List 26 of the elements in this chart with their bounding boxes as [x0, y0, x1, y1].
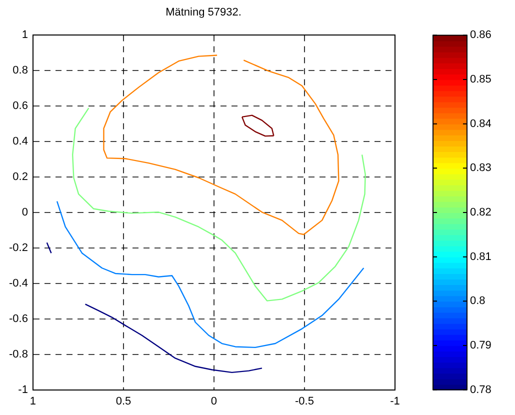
x-tick-label: 0.5	[116, 395, 132, 408]
color-bar-label: 0.85	[470, 74, 492, 86]
x-tick-label: 1	[30, 395, 36, 408]
y-tick-label: -0.6	[8, 312, 28, 325]
y-tick-label: 1	[22, 29, 28, 42]
y-tick-label: 0	[22, 206, 28, 219]
y-tick-label: -0.2	[8, 242, 28, 254]
color-bar-label: 0.83	[470, 162, 492, 174]
chart-title: Mätning 57932.	[166, 6, 242, 19]
x-tick-label: -1	[390, 395, 400, 408]
y-tick-label: 0.6	[12, 100, 28, 112]
color-bar-label: 0.82	[470, 206, 492, 219]
y-tick-label: -1	[18, 384, 28, 396]
x-tick-label: 0	[210, 395, 218, 408]
y-tick-label: 0.8	[12, 64, 28, 77]
color-bar-label: 0.78	[470, 384, 492, 396]
y-tick-label: 0.2	[12, 171, 28, 184]
color-bar-label: 0.81	[470, 250, 492, 263]
x-tick-label: -0.5	[295, 395, 314, 408]
y-tick-label: -0.4	[8, 277, 28, 290]
y-tick-label: -0.8	[8, 348, 28, 360]
y-tick-label: 0.4	[12, 136, 28, 148]
color-bar-label: 0.86	[470, 29, 492, 42]
color-bar-label: 0.8	[470, 295, 486, 308]
color-bar-label: 0.79	[470, 340, 492, 352]
color-bar-label: 0.84	[470, 118, 492, 130]
